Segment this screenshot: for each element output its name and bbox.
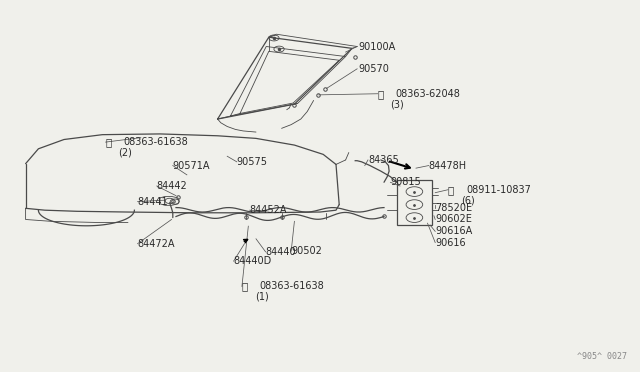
- Text: 84452A: 84452A: [250, 205, 287, 215]
- Text: 90570: 90570: [358, 64, 389, 74]
- Text: 84442: 84442: [157, 181, 188, 191]
- Text: 90616: 90616: [435, 238, 466, 247]
- Text: 08363-61638: 08363-61638: [124, 137, 188, 147]
- Text: 90100A: 90100A: [358, 42, 396, 51]
- Text: Ⓢ: Ⓢ: [378, 89, 384, 99]
- Text: (3): (3): [390, 100, 404, 110]
- Text: 08363-62048: 08363-62048: [396, 89, 460, 99]
- Text: 90571A: 90571A: [173, 161, 211, 170]
- Text: 84365: 84365: [368, 155, 399, 165]
- Text: 84440D: 84440D: [234, 256, 272, 266]
- Text: (6): (6): [461, 195, 474, 205]
- Text: Ⓢ: Ⓢ: [106, 137, 112, 147]
- Text: 84472A: 84472A: [138, 239, 175, 248]
- Text: ^905^ 0027: ^905^ 0027: [577, 352, 627, 361]
- Text: (1): (1): [255, 292, 268, 302]
- Text: 84441: 84441: [138, 197, 168, 206]
- Text: 08911-10837: 08911-10837: [466, 185, 531, 195]
- Text: Ⓝ: Ⓝ: [448, 185, 454, 195]
- Text: 90602E: 90602E: [435, 215, 472, 224]
- Text: 90616A: 90616A: [435, 227, 472, 236]
- Text: 90815: 90815: [390, 177, 421, 187]
- Text: (2): (2): [118, 148, 132, 157]
- Text: 84478H: 84478H: [429, 161, 467, 170]
- Text: 90502: 90502: [291, 246, 322, 256]
- Text: Ⓢ: Ⓢ: [242, 282, 248, 291]
- Text: 08363-61638: 08363-61638: [260, 282, 324, 291]
- Text: 78520E: 78520E: [435, 203, 472, 212]
- Text: 84440: 84440: [266, 247, 296, 257]
- Text: 90575: 90575: [237, 157, 268, 167]
